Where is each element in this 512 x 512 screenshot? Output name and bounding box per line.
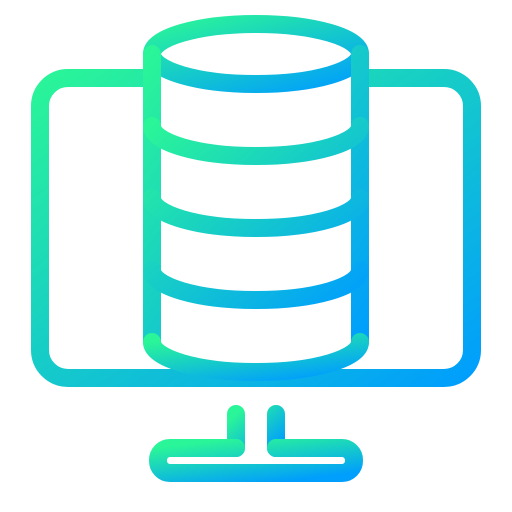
database-monitor-icon bbox=[0, 0, 512, 512]
cylinder-bands bbox=[152, 126, 360, 300]
database-monitor-icon bbox=[0, 0, 512, 512]
cylinder-bottom bbox=[152, 342, 360, 372]
cylinder-top bbox=[152, 24, 360, 84]
monitor-base bbox=[158, 448, 354, 473]
